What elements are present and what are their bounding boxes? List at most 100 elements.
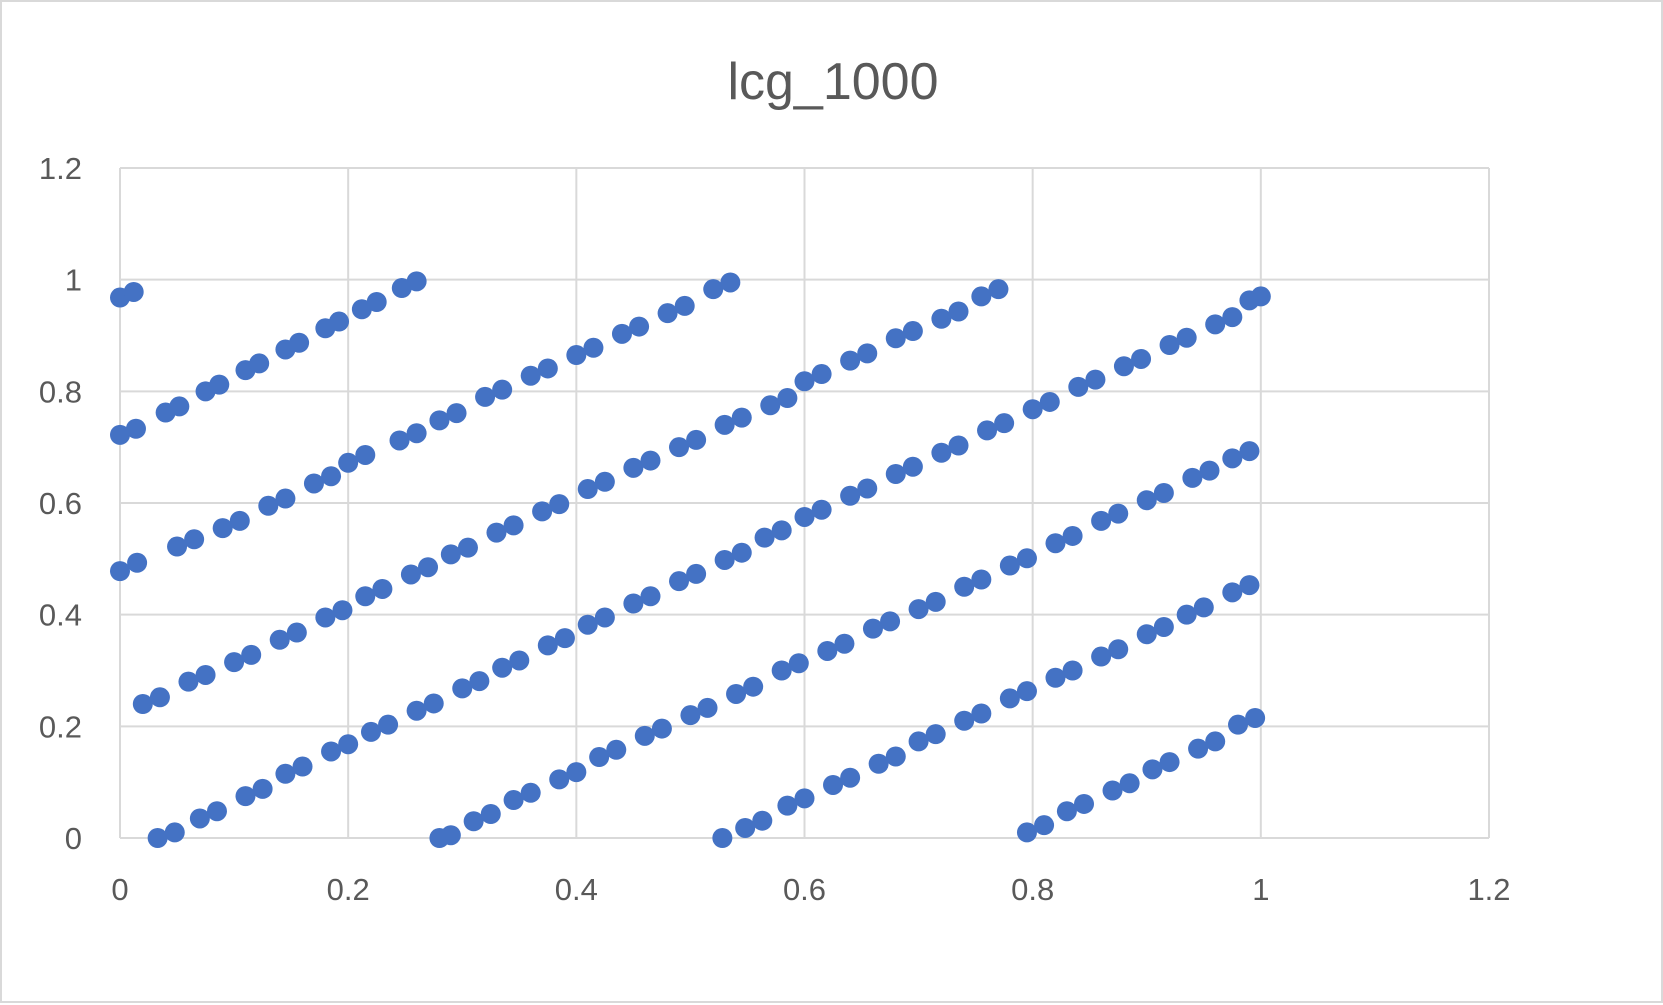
data-point [503,515,524,536]
data-point [629,316,650,337]
data-point [1245,707,1266,728]
data-point [292,756,313,777]
data-point [1039,391,1060,412]
data-point [885,463,906,484]
data-point [1131,348,1152,369]
data-point [378,714,399,735]
data-point [1239,575,1260,596]
data-points [110,271,1271,848]
data-point [338,734,359,755]
data-point [731,407,752,428]
y-axis-tick-labels: 0 0.2 0.4 0.6 0.8 1 1.2 [39,151,82,856]
data-point [703,279,724,300]
data-point [1159,334,1180,355]
x-tick-label: 0 [111,872,128,907]
data-point [1205,314,1226,335]
data-point [634,725,655,746]
data-point [429,410,450,431]
data-point [1182,467,1203,488]
data-point [249,353,270,374]
data-point [908,731,929,752]
x-axis-tick-labels: 0 0.2 0.4 0.6 0.8 1 1.2 [111,872,1510,907]
data-point [868,753,889,774]
data-point [1068,376,1089,397]
data-point [777,795,798,816]
data-point [999,555,1020,576]
data-point [606,739,627,760]
data-point [577,614,598,635]
data-point [857,343,878,364]
y-tick-label: 0 [65,821,82,856]
data-point [931,308,952,329]
x-tick-label: 0.6 [783,872,826,907]
data-point [212,518,233,539]
data-point [583,337,604,358]
data-point [127,552,148,573]
data-point [1085,369,1106,390]
data-point [549,494,570,515]
data-point [452,678,473,699]
data-point [1205,731,1226,752]
data-point [712,828,733,848]
data-point [971,703,992,724]
data-point [948,301,969,322]
data-point [229,510,250,531]
data-point [178,671,199,692]
data-point [184,529,205,550]
data-point [651,718,672,739]
data-point [697,697,718,718]
data-point [321,466,342,487]
data-point [1074,793,1095,814]
data-point [686,563,707,584]
data-point [389,430,410,451]
data-point [492,657,513,678]
data-point [269,629,290,650]
data-point [509,650,530,671]
x-tick-label: 0.4 [555,872,598,907]
data-point [406,700,427,721]
data-point [303,473,324,494]
data-point [224,652,245,673]
data-point [977,420,998,441]
data-point [351,299,372,320]
data-point [286,622,307,643]
data-point [566,762,587,783]
data-point [754,527,775,548]
data-point [132,694,153,714]
data-point [258,495,279,516]
data-point [1045,533,1066,554]
data-point [954,710,975,731]
data-point [1016,548,1037,569]
data-point [611,323,632,344]
data-point [623,457,644,478]
x-tick-label: 0.2 [327,872,370,907]
data-point [777,388,798,409]
data-point [355,444,376,465]
data-point [680,705,701,726]
data-point [1136,624,1157,645]
data-point [714,549,735,570]
data-point [537,635,558,656]
data-point [1176,604,1197,625]
y-tick-label: 0.2 [39,709,82,744]
data-point [195,664,216,685]
x-tick-label: 1.2 [1467,872,1510,907]
data-point [360,721,381,742]
data-point [925,724,946,745]
data-point [1091,510,1112,531]
data-point [731,542,752,563]
x-tick-label: 1 [1252,872,1269,907]
data-point [794,788,815,809]
data-point [406,271,427,292]
data-point [1239,441,1260,462]
data-point [355,586,376,607]
data-point [948,435,969,456]
y-tick-label: 0.8 [39,374,82,409]
data-point [908,599,929,620]
data-point [332,600,353,621]
data-point [931,442,952,463]
data-point [1062,660,1083,681]
data-point [1091,646,1112,667]
data-point [440,825,461,846]
